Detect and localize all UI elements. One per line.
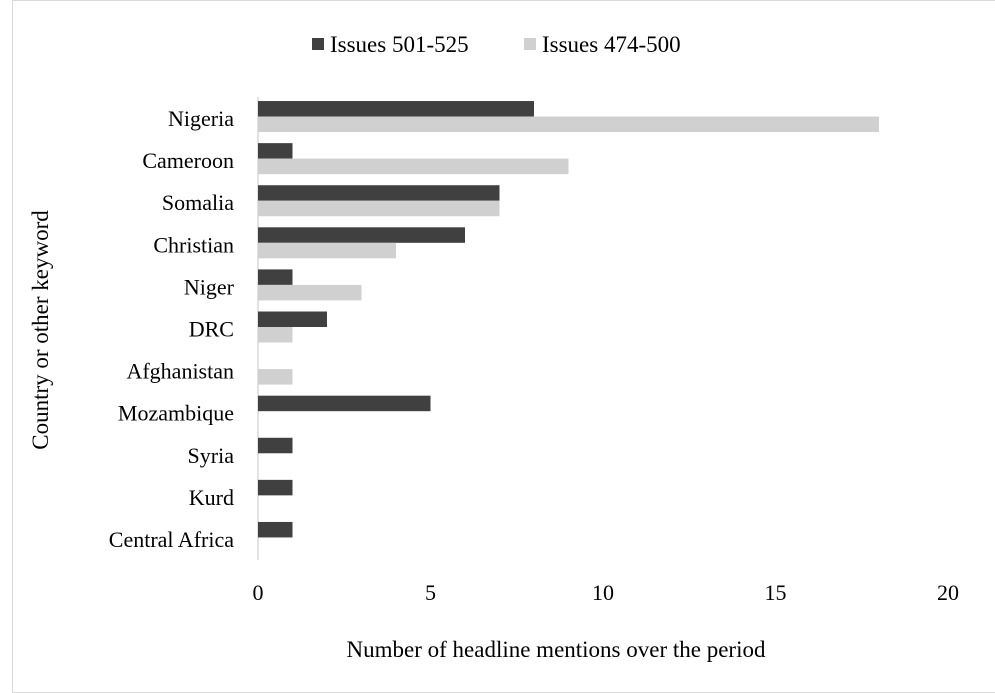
bar-cameroon-series-1 [258,143,293,159]
legend-label: Issues 501-525 [330,32,469,57]
x-tick-label: 0 [253,580,264,605]
bar-kurd-series-1 [258,479,293,496]
category-label: Nigeria [168,106,234,131]
x-tick-labels: 0 5 10 15 20 [253,580,960,605]
x-tick-label: 10 [592,580,614,605]
category-label: Somalia [162,190,234,215]
bar-mozambique-series-1 [258,395,431,412]
x-tick-label: 20 [937,580,959,605]
bar-afghanistan-series-2 [258,369,293,385]
category-label: Kurd [189,485,234,510]
category-label: Afghanistan [126,359,234,384]
category-label: Niger [184,274,235,299]
bar-somalia-series-1 [258,185,500,201]
bar-christian-series-2 [258,242,396,259]
bar-christian-series-1 [258,227,465,243]
category-label: Christian [153,232,234,257]
x-tick-label: 5 [425,580,436,605]
legend-swatch [524,38,536,50]
bar-drc-series-1 [258,311,327,327]
bar-cameroon-series-2 [258,158,569,175]
bar-chart: Issues 501-525 Issues 474-500 Nigeria Came… [28,32,960,662]
bars [258,101,879,538]
category-label: Syria [188,443,235,468]
bar-nigeria-series-1 [258,101,534,117]
bar-drc-series-2 [258,327,293,343]
bar-niger-series-2 [258,284,362,301]
category-labels: Nigeria Cameroon Somalia Christian Niger DRC A… [109,106,235,552]
bar-niger-series-1 [258,269,293,285]
category-label: Central Africa [109,527,234,552]
bar-nigeria-series-2 [258,116,879,133]
category-label: DRC [189,317,234,342]
legend: Issues 501-525 Issues 474-500 [312,32,681,57]
y-axis-title: Country or other keyword [28,210,53,450]
bar-syria-series-1 [258,437,293,454]
x-axis-title: Number of headline mentions over the per… [347,637,766,662]
legend-swatch [312,38,324,50]
category-label: Cameroon [142,148,234,173]
bar-central-africa-series-1 [258,521,293,538]
bar-somalia-series-2 [258,200,500,217]
legend-label: Issues 474-500 [542,32,681,57]
category-label: Mozambique [118,401,234,426]
x-tick-label: 15 [765,580,787,605]
